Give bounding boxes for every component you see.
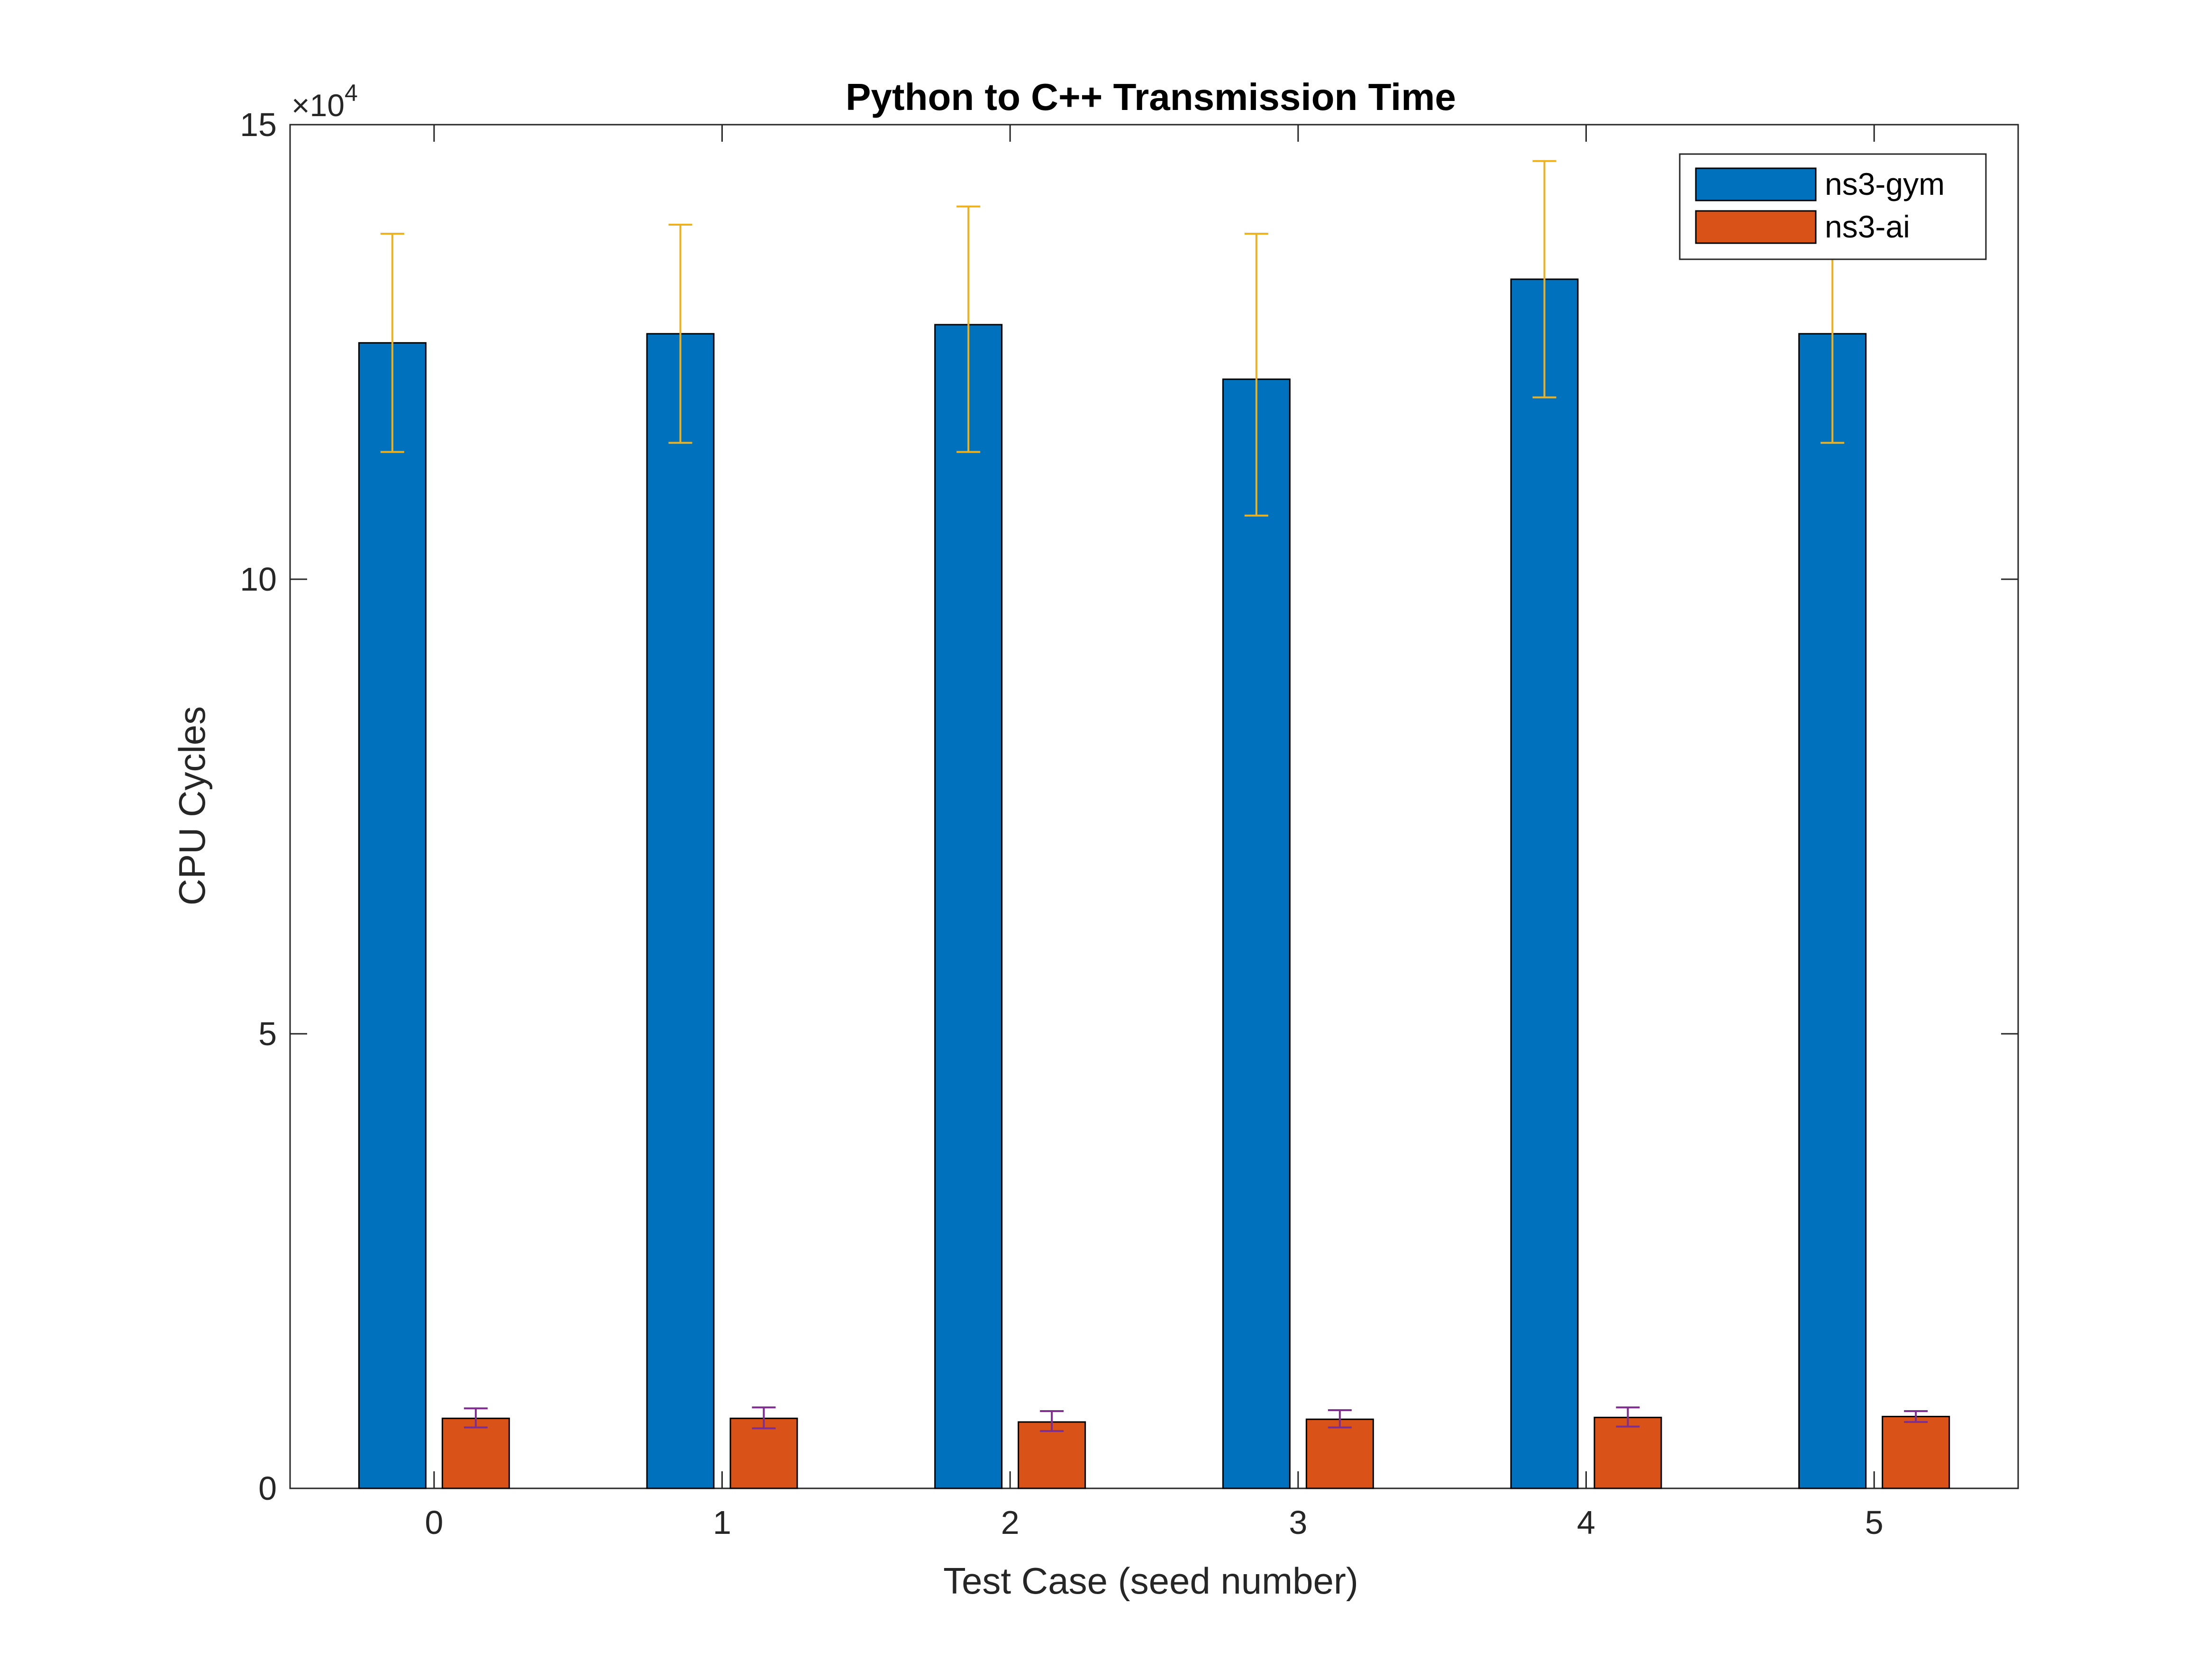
- error-bar-ns3-ai: [1616, 1406, 1640, 1428]
- y-tick-label: 5: [258, 1015, 277, 1052]
- legend-swatch-ns3-gym: [1695, 167, 1817, 201]
- x-tick-label: 5: [1865, 1504, 1884, 1541]
- y-tick-label: 10: [240, 561, 277, 598]
- bar-ns3-ai: [1882, 1415, 1950, 1489]
- legend: ns3-gym ns3-ai: [1679, 153, 1987, 260]
- x-tick-label: 2: [1001, 1504, 1020, 1541]
- axes-box: [289, 124, 2019, 1489]
- y-tick-label: 0: [258, 1470, 277, 1507]
- error-bar-ns3-ai: [752, 1406, 776, 1430]
- y-axis-label: CPU Cycles: [171, 706, 213, 905]
- x-tick-label: 0: [425, 1504, 443, 1541]
- bar-ns3-gym: [934, 324, 1003, 1489]
- legend-label-ns3-ai: ns3-ai: [1825, 209, 1910, 244]
- x-tick-label: 3: [1289, 1504, 1307, 1541]
- svg-text:×104: ×104: [291, 80, 358, 123]
- x-axis-label: Test Case (seed number): [943, 1560, 1358, 1602]
- y-exponent-power: 4: [345, 80, 358, 106]
- y-exponent-prefix: ×10: [291, 88, 345, 123]
- bar-ns3-gym: [358, 342, 427, 1489]
- error-bar-ns3-gym: [668, 223, 692, 444]
- bar-ns3-ai: [1305, 1418, 1374, 1489]
- bar-ns3-ai: [441, 1417, 510, 1489]
- error-bar-ns3-ai: [1904, 1410, 1928, 1423]
- bar-ns3-ai: [1593, 1416, 1662, 1489]
- legend-swatch-ns3-ai: [1695, 210, 1817, 244]
- chart-title: Python to C++ Transmission Time: [846, 76, 1456, 118]
- bar-ns3-gym: [1510, 278, 1579, 1489]
- legend-label-ns3-gym: ns3-gym: [1825, 166, 1945, 201]
- error-bar-ns3-gym: [1532, 160, 1557, 399]
- error-bar-ns3-ai: [464, 1407, 488, 1429]
- plot-area: 0 5 10 15 0 1 2 3 4 5: [240, 106, 2019, 1541]
- y-tick-label: 15: [240, 106, 277, 143]
- bar-ns3-gym: [646, 333, 715, 1489]
- bar-ns3-gym: [1222, 378, 1291, 1489]
- bar-ns3-gym: [1798, 333, 1867, 1489]
- error-bar-ns3-gym: [1244, 233, 1268, 517]
- error-bar-ns3-ai: [1328, 1409, 1352, 1429]
- error-bar-ns3-gym: [956, 205, 981, 453]
- x-tick-label: 4: [1577, 1504, 1595, 1541]
- y-exponent: ×104: [291, 80, 358, 123]
- error-bar-ns3-gym: [380, 233, 404, 453]
- x-tick-label: 1: [713, 1504, 731, 1541]
- error-bar-ns3-ai: [1040, 1410, 1064, 1432]
